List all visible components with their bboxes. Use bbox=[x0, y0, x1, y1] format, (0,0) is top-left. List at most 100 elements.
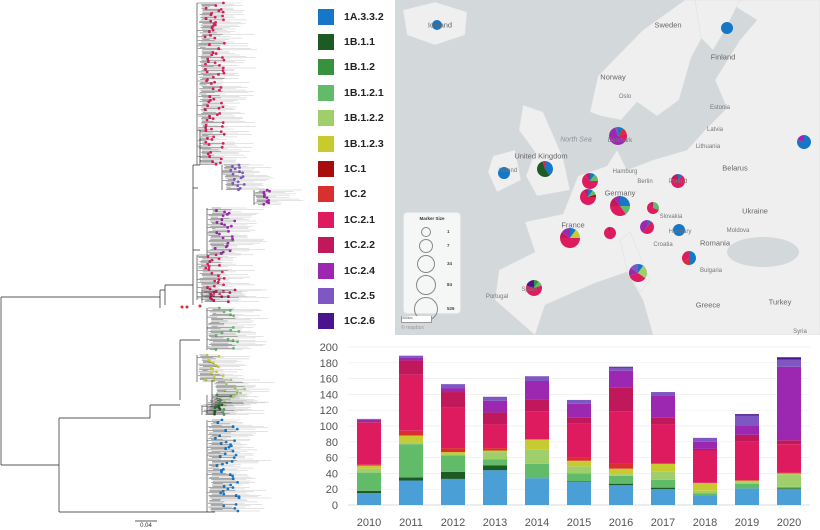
tip-marker bbox=[227, 295, 230, 298]
pie-marker-russia[interactable] bbox=[797, 135, 811, 150]
tip-marker bbox=[213, 436, 217, 440]
tip-marker bbox=[237, 188, 240, 192]
map-label-spain: Spain bbox=[521, 287, 537, 293]
pie-marker-denmark[interactable] bbox=[609, 127, 627, 145]
x-tick-label: 2010 bbox=[357, 517, 381, 529]
pie-slice bbox=[673, 224, 685, 236]
pie-marker-netherlands[interactable] bbox=[582, 173, 598, 189]
tip-marker bbox=[219, 398, 222, 402]
pie-slice bbox=[526, 285, 542, 296]
legend-swatch bbox=[318, 84, 334, 101]
bar-segment-1A.3.3.2 bbox=[483, 470, 507, 505]
legend-item: 1B.1.2.1 bbox=[318, 80, 396, 105]
tip-marker bbox=[232, 177, 236, 181]
tip-marker bbox=[236, 180, 240, 184]
tip-marker bbox=[212, 284, 216, 288]
map-label-latvia: Latvia bbox=[706, 127, 724, 133]
tip-marker bbox=[215, 370, 219, 374]
bar-segment-1B.1.1 bbox=[651, 487, 675, 490]
tip-marker bbox=[229, 328, 233, 332]
bar-segment-1B.1.2.1 bbox=[651, 479, 675, 488]
y-tick-label: 20 bbox=[326, 484, 338, 496]
tip-marker bbox=[227, 445, 231, 449]
pie-marker-italy[interactable] bbox=[629, 264, 647, 282]
pie-marker-hungary[interactable] bbox=[673, 224, 685, 236]
bar-segment-1C.2.5 bbox=[357, 418, 381, 420]
tip-marker bbox=[213, 15, 217, 19]
legend-label: 1C.2.5 bbox=[344, 289, 375, 302]
bar-segment-1C.2 bbox=[399, 430, 423, 436]
pie-marker-france[interactable] bbox=[560, 228, 580, 248]
legend-item: 1B.1.1 bbox=[318, 29, 396, 54]
map-label-hamburg: Hamburg bbox=[612, 169, 638, 175]
tip-marker bbox=[267, 201, 271, 205]
legend-label: 1B.1.2 bbox=[344, 61, 375, 74]
tip-marker bbox=[207, 100, 211, 104]
y-tick-label: 0 bbox=[332, 500, 338, 512]
pie-marker-austria[interactable] bbox=[640, 220, 654, 234]
tip-marker bbox=[217, 73, 220, 76]
phylogenetic-tree: 0.04 bbox=[0, 1, 304, 529]
marker-size-value: 84 bbox=[447, 282, 453, 287]
bar-segment-1C.2 bbox=[609, 463, 633, 469]
bar-segment-1C.2.1 bbox=[441, 407, 465, 449]
map-label-france: France bbox=[561, 220, 585, 230]
tip-marker bbox=[230, 235, 234, 239]
map-attribution[interactable]: © mapbox bbox=[401, 325, 424, 331]
tip-marker bbox=[222, 504, 226, 508]
pie-slice bbox=[570, 228, 576, 238]
tip-marker bbox=[208, 43, 211, 46]
tip-marker bbox=[221, 236, 225, 240]
tip-marker bbox=[235, 390, 239, 394]
tip-marker bbox=[212, 135, 216, 139]
pie-marker-poland[interactable] bbox=[671, 174, 685, 189]
pie-marker-czechia[interactable] bbox=[647, 202, 659, 215]
pie-marker-spain[interactable] bbox=[526, 280, 542, 296]
tip-marker bbox=[208, 116, 212, 119]
tip-marker bbox=[222, 277, 226, 280]
tip-marker bbox=[207, 265, 211, 269]
pie-slice bbox=[582, 174, 598, 189]
tip-marker bbox=[222, 41, 226, 45]
tip-marker bbox=[233, 167, 237, 171]
pie-slice bbox=[620, 206, 630, 215]
tip-marker bbox=[218, 407, 222, 411]
pie-marker-belgium[interactable] bbox=[580, 189, 596, 205]
pie-marker-switzerland[interactable] bbox=[604, 227, 616, 239]
pie-marker-germany[interactable] bbox=[610, 196, 630, 216]
pie-slice bbox=[560, 232, 570, 238]
tip-marker bbox=[265, 196, 269, 200]
pie-slice bbox=[609, 127, 626, 145]
bar-segment-1C.2.5 bbox=[525, 376, 549, 381]
pie-slice bbox=[561, 228, 570, 238]
tip-marker bbox=[229, 313, 232, 316]
tip-marker bbox=[221, 14, 224, 18]
pie-marker-ireland[interactable] bbox=[498, 167, 510, 179]
tip-marker bbox=[213, 36, 217, 40]
bar-segment-1C.2.1 bbox=[567, 423, 591, 458]
bar-segment-1A.3.3.2 bbox=[735, 488, 759, 505]
tip-marker bbox=[265, 188, 269, 192]
tip-marker bbox=[216, 421, 220, 424]
x-tick-label: 2012 bbox=[441, 517, 465, 529]
bar-segment-1B.1.2.1 bbox=[777, 486, 801, 489]
tip-marker bbox=[235, 427, 239, 431]
europe-map[interactable]: Iceland Sweden Finland Norway North Sea Unite… bbox=[395, 0, 820, 335]
tip-marker bbox=[211, 87, 215, 91]
tip-marker bbox=[223, 399, 226, 403]
bar-segment-1B.1.2.1 bbox=[735, 483, 759, 489]
tip-marker bbox=[206, 57, 210, 61]
tip-marker bbox=[232, 346, 235, 350]
pie-marker-serbia[interactable] bbox=[682, 251, 696, 265]
pie-marker-iceland[interactable] bbox=[432, 20, 442, 30]
tip-marker bbox=[226, 337, 230, 341]
pie-slice bbox=[590, 174, 598, 181]
tip-marker bbox=[219, 86, 223, 89]
tip-marker bbox=[215, 464, 219, 467]
pie-marker-finland[interactable] bbox=[721, 22, 733, 34]
marker-size-circle bbox=[416, 275, 436, 295]
legend-item: 1C.1 bbox=[318, 156, 396, 181]
pie-marker-united-kingdom[interactable] bbox=[537, 161, 553, 177]
tip-marker bbox=[231, 474, 235, 478]
map-label-portugal: Portugal bbox=[485, 294, 509, 300]
